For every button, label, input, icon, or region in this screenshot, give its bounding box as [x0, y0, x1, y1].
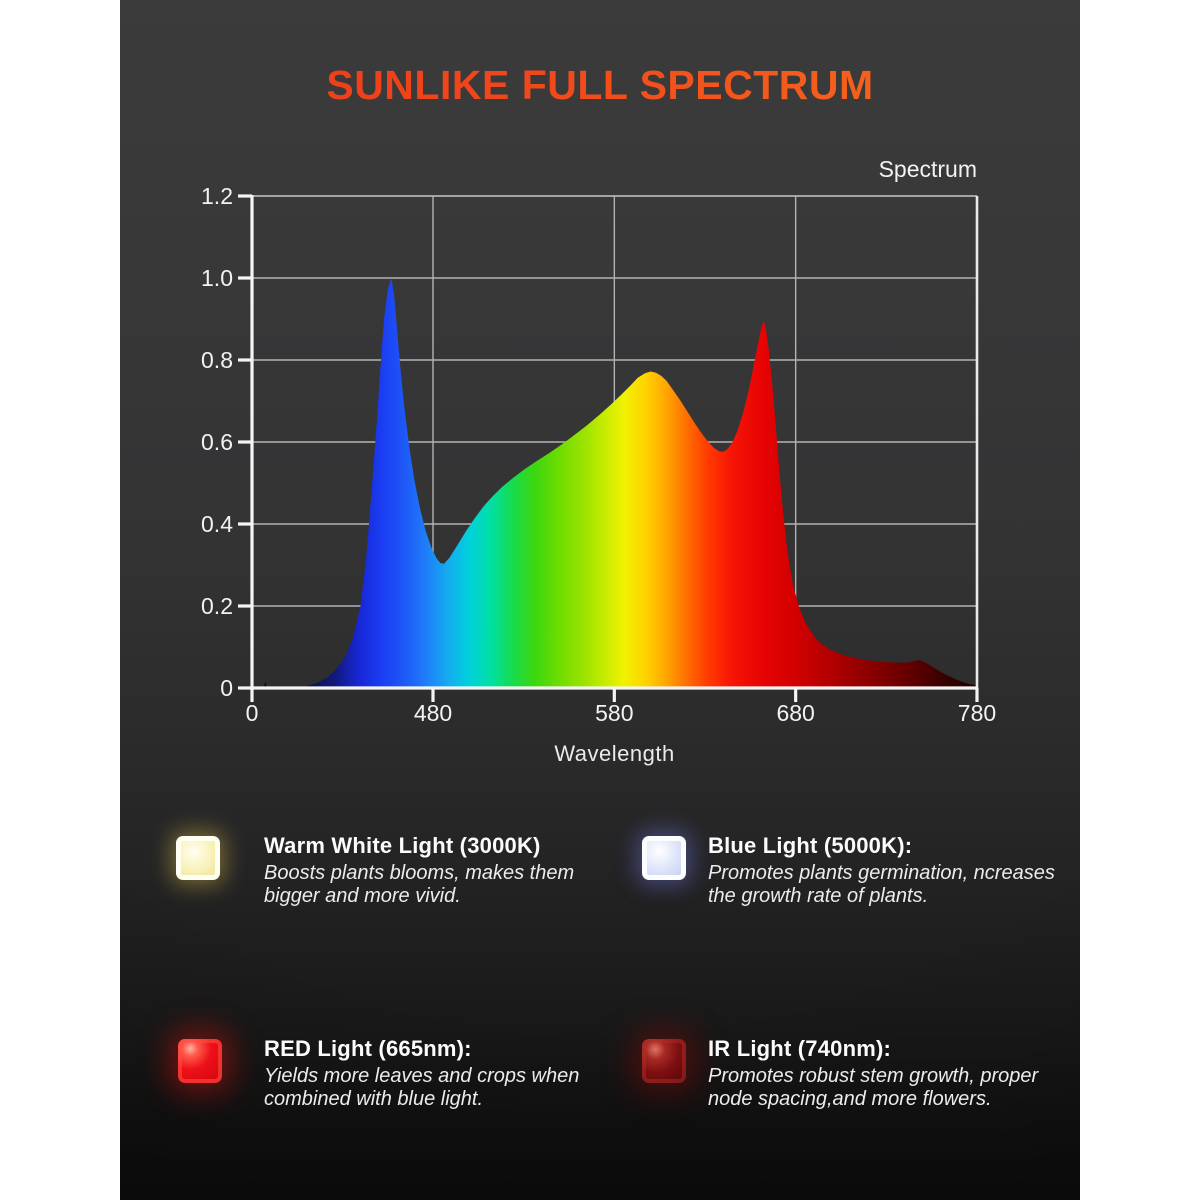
legend-heading-blue: Blue Light (5000K):	[708, 833, 913, 858]
legend-item-blue: Blue Light (5000K): Promotes plants germ…	[595, 789, 1062, 940]
legend-body-blue: Promotes plants germination, ncreases th…	[708, 862, 1055, 907]
legend-body-red: Yields more leaves and crops when combin…	[264, 1065, 580, 1110]
legend-heading-warm-white: Warm White Light (3000K)	[264, 833, 541, 858]
spectrum-chart	[238, 194, 979, 702]
spectrum-area-fill	[252, 278, 977, 688]
red-led-chip-icon	[126, 987, 274, 1135]
legend-heading-ir: IR Light (740nm):	[708, 1036, 892, 1061]
blue-led-chip-icon	[595, 789, 733, 927]
legend-item-red: RED Light (665nm): Yields more leaves an…	[126, 987, 579, 1143]
page-title: SUNLIKE FULL SPECTRUM	[0, 62, 1200, 109]
legend-heading-red: RED Light (665nm):	[264, 1036, 472, 1061]
legend-body-ir: Promotes robust stem growth, proper node…	[708, 1065, 1039, 1110]
chart-corner-label: Spectrum	[878, 156, 977, 182]
ir-led-chip-icon	[590, 987, 738, 1135]
warm-white-led-chip-icon	[129, 789, 267, 927]
legend-item-ir: IR Light (740nm): Promotes robust stem g…	[590, 987, 1072, 1143]
x-axis-label: Wavelength	[554, 741, 675, 766]
chart-tick-marks	[238, 194, 979, 702]
legend-item-warm-white: Warm White Light (3000K) Boosts plants b…	[129, 789, 576, 940]
legend-body-warm-white: Boosts plants blooms, makes them bigger …	[264, 862, 575, 907]
